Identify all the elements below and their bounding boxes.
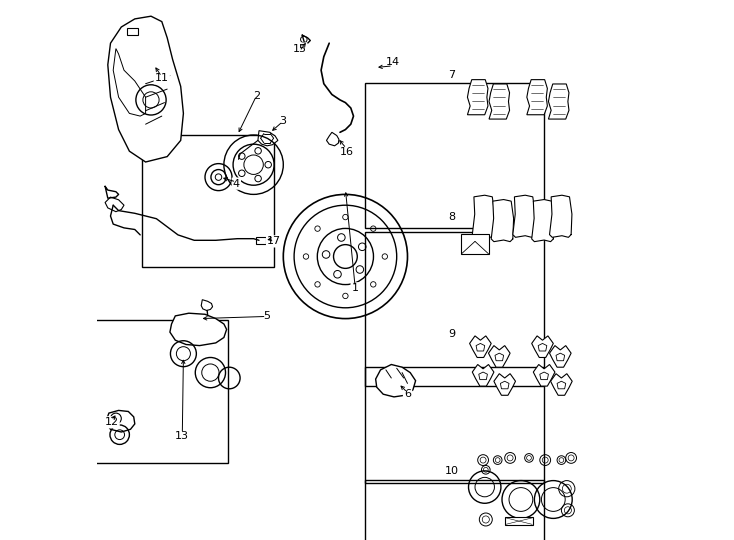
- Polygon shape: [539, 372, 548, 380]
- Text: 6: 6: [404, 389, 411, 399]
- Polygon shape: [489, 346, 510, 367]
- Polygon shape: [550, 346, 571, 367]
- Text: 8: 8: [448, 212, 455, 222]
- Polygon shape: [556, 353, 564, 361]
- Polygon shape: [462, 234, 489, 254]
- Polygon shape: [113, 49, 145, 116]
- Polygon shape: [472, 364, 494, 386]
- Polygon shape: [501, 381, 509, 389]
- Polygon shape: [489, 84, 509, 119]
- Text: 14: 14: [386, 57, 400, 67]
- Text: 3: 3: [279, 117, 286, 126]
- Text: 9: 9: [448, 329, 455, 339]
- Polygon shape: [505, 517, 534, 525]
- Polygon shape: [479, 372, 487, 380]
- Bar: [366, 481, 544, 540]
- Polygon shape: [548, 84, 569, 119]
- Text: 11: 11: [155, 73, 169, 83]
- Polygon shape: [105, 197, 124, 212]
- Polygon shape: [494, 374, 515, 395]
- Polygon shape: [550, 374, 573, 395]
- Polygon shape: [527, 80, 548, 115]
- Text: 7: 7: [448, 70, 455, 79]
- Bar: [79, 320, 228, 463]
- Polygon shape: [557, 381, 566, 389]
- Polygon shape: [258, 131, 278, 146]
- Text: 5: 5: [263, 312, 270, 321]
- Polygon shape: [472, 195, 495, 238]
- Text: 16: 16: [340, 147, 354, 157]
- Polygon shape: [550, 195, 572, 238]
- Text: 13: 13: [175, 431, 189, 441]
- Polygon shape: [106, 410, 135, 432]
- Bar: [366, 83, 544, 228]
- Text: 15: 15: [293, 44, 307, 53]
- Bar: [366, 367, 544, 483]
- Bar: [256, 237, 266, 244]
- Text: 1: 1: [352, 284, 359, 293]
- Polygon shape: [531, 200, 554, 241]
- Text: 2: 2: [252, 91, 260, 101]
- Polygon shape: [491, 200, 514, 241]
- Bar: [142, 134, 274, 267]
- Polygon shape: [327, 132, 339, 146]
- Bar: [366, 232, 544, 386]
- Text: 17: 17: [267, 237, 281, 246]
- Text: 12: 12: [104, 417, 119, 427]
- Text: 4: 4: [233, 179, 240, 188]
- Polygon shape: [513, 195, 535, 238]
- Polygon shape: [534, 364, 555, 386]
- Bar: [127, 28, 137, 35]
- Polygon shape: [468, 80, 488, 115]
- Polygon shape: [495, 353, 504, 361]
- Polygon shape: [201, 300, 213, 310]
- Polygon shape: [470, 336, 491, 357]
- Polygon shape: [476, 343, 484, 351]
- Polygon shape: [538, 343, 547, 351]
- Text: 10: 10: [445, 466, 459, 476]
- Polygon shape: [108, 16, 184, 162]
- Polygon shape: [170, 313, 227, 346]
- Polygon shape: [531, 336, 553, 357]
- Polygon shape: [376, 364, 415, 397]
